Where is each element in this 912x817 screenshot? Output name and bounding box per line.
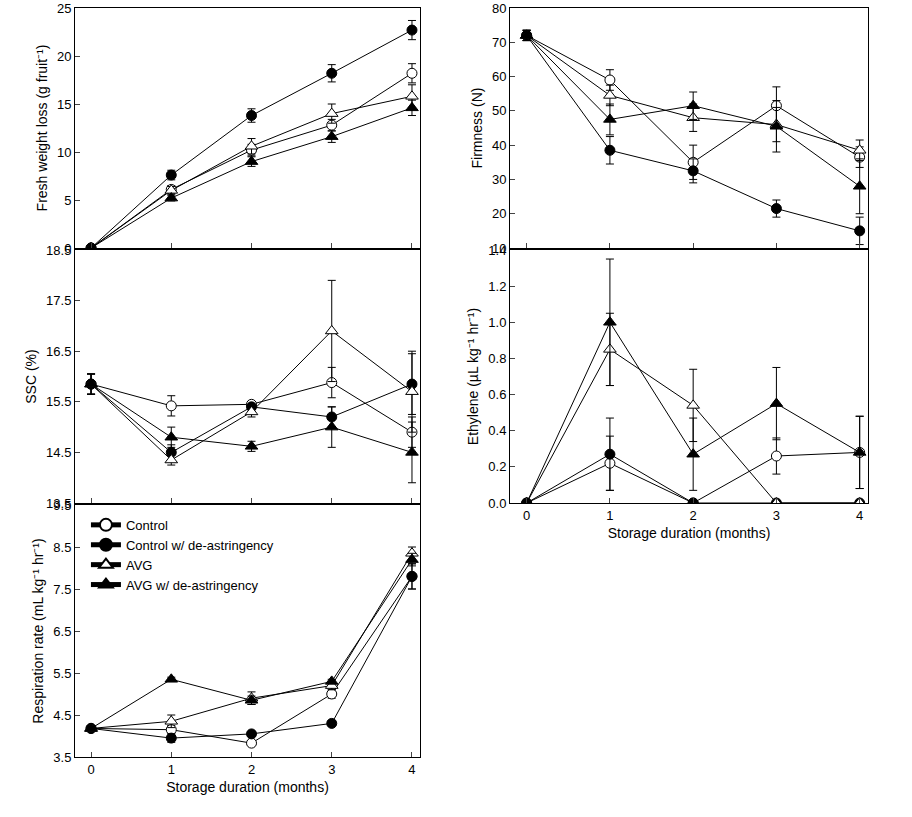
svg-text:9.5: 9.5 (53, 498, 71, 513)
svg-text:20: 20 (492, 206, 506, 221)
svg-text:Ethylene (µL kg⁻¹ hr⁻¹): Ethylene (µL kg⁻¹ hr⁻¹) (465, 308, 481, 445)
svg-text:2: 2 (690, 508, 697, 523)
svg-text:Storage duration (months): Storage duration (months) (608, 525, 771, 541)
svg-text:Respiration rate (mL kg⁻¹ hr⁻¹: Respiration rate (mL kg⁻¹ hr⁻¹) (30, 538, 46, 723)
svg-text:3: 3 (773, 508, 780, 523)
svg-text:7.5: 7.5 (53, 582, 71, 597)
svg-text:70: 70 (492, 35, 506, 50)
svg-text:SSC (%): SSC (%) (23, 349, 39, 403)
svg-text:40: 40 (492, 138, 506, 153)
svg-text:Storage duration (months): Storage duration (months) (166, 779, 329, 795)
svg-text:0.2: 0.2 (488, 459, 506, 474)
svg-text:Firmness (N): Firmness (N) (469, 88, 485, 169)
svg-text:14.5: 14.5 (46, 445, 71, 460)
svg-text:20: 20 (57, 49, 71, 64)
svg-text:3: 3 (328, 762, 335, 777)
svg-text:2: 2 (248, 762, 255, 777)
svg-text:1: 1 (168, 762, 175, 777)
svg-text:30: 30 (492, 172, 506, 187)
svg-text:18.5: 18.5 (46, 243, 71, 258)
svg-text:5.5: 5.5 (53, 666, 71, 681)
svg-text:10: 10 (57, 145, 71, 160)
svg-text:3.5: 3.5 (53, 750, 71, 765)
svg-text:AVG: AVG (126, 558, 153, 573)
svg-text:0: 0 (64, 241, 71, 256)
svg-text:6.5: 6.5 (53, 624, 71, 639)
svg-text:10: 10 (492, 241, 506, 256)
svg-text:13.5: 13.5 (46, 496, 71, 511)
svg-text:1.0: 1.0 (488, 315, 506, 330)
svg-text:15: 15 (57, 97, 71, 112)
svg-text:0: 0 (523, 508, 530, 523)
svg-text:AVG w/ de-astringency: AVG w/ de-astringency (126, 578, 258, 593)
svg-text:16.5: 16.5 (46, 344, 71, 359)
svg-text:4.5: 4.5 (53, 708, 71, 723)
svg-text:1: 1 (606, 508, 613, 523)
svg-text:0.0: 0.0 (488, 496, 506, 511)
svg-text:Control: Control (126, 518, 168, 533)
svg-text:25: 25 (57, 1, 71, 16)
svg-text:8.5: 8.5 (53, 540, 71, 555)
svg-text:0.6: 0.6 (488, 387, 506, 402)
svg-text:80: 80 (492, 1, 506, 16)
svg-text:0.4: 0.4 (488, 423, 506, 438)
svg-text:0: 0 (87, 762, 94, 777)
svg-text:15.5: 15.5 (46, 394, 71, 409)
svg-text:5: 5 (64, 193, 71, 208)
svg-text:1.2: 1.2 (488, 279, 506, 294)
svg-text:4: 4 (856, 508, 863, 523)
svg-text:4: 4 (408, 762, 415, 777)
svg-text:60: 60 (492, 69, 506, 84)
svg-text:17.5: 17.5 (46, 293, 71, 308)
svg-text:1.4: 1.4 (488, 243, 506, 258)
svg-text:Control w/ de-astringency: Control w/ de-astringency (126, 538, 274, 553)
svg-text:50: 50 (492, 103, 506, 118)
svg-text:0.8: 0.8 (488, 351, 506, 366)
svg-text:Fresh weight loss (g fruit⁻¹): Fresh weight loss (g fruit⁻¹) (34, 45, 50, 212)
